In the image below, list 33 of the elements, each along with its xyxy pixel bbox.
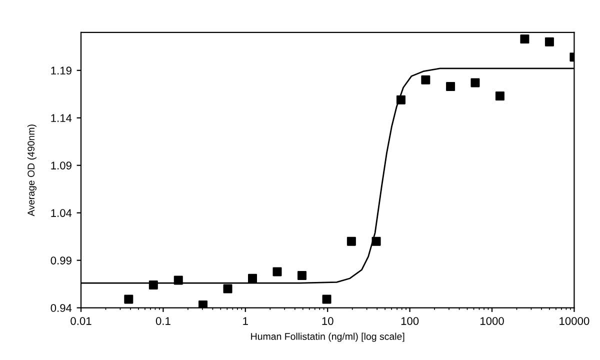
point bbox=[396, 95, 406, 104]
x-tick-label: 0.01 bbox=[70, 317, 92, 325]
point bbox=[520, 34, 530, 44]
y-tick-label: 0.99 bbox=[50, 256, 72, 264]
x-tick-label: 0.1 bbox=[156, 317, 170, 325]
x-tick-label: 10000 bbox=[560, 317, 590, 325]
point bbox=[124, 294, 134, 304]
point bbox=[322, 294, 332, 304]
point bbox=[223, 284, 232, 294]
x-axis-title: Human Follistatin (ng/ml) [log scale] bbox=[251, 332, 404, 342]
point bbox=[372, 236, 381, 246]
point bbox=[198, 300, 208, 308]
x-tick-label: 1 bbox=[243, 317, 248, 325]
y-axis-title: Average OD (490nm) bbox=[27, 124, 36, 216]
x-tick-label: 10 bbox=[322, 317, 334, 325]
point bbox=[248, 274, 257, 283]
point bbox=[544, 37, 554, 46]
point bbox=[297, 271, 306, 280]
y-tick-label: 1.14 bbox=[51, 114, 72, 122]
x-tick-label: 100 bbox=[401, 317, 419, 325]
point bbox=[421, 75, 430, 84]
point bbox=[446, 82, 456, 92]
y-tick-label: 0.94 bbox=[50, 304, 72, 312]
point bbox=[470, 78, 480, 88]
y-tick-label: 1.19 bbox=[51, 66, 72, 75]
point bbox=[272, 267, 282, 276]
point bbox=[346, 236, 356, 246]
y-tick-label: 1.09 bbox=[51, 162, 72, 170]
y-tick-label: 1.04 bbox=[51, 209, 72, 217]
point bbox=[495, 92, 504, 101]
x-tick-label: 1000 bbox=[480, 317, 504, 325]
point bbox=[174, 276, 183, 285]
point bbox=[148, 280, 158, 290]
